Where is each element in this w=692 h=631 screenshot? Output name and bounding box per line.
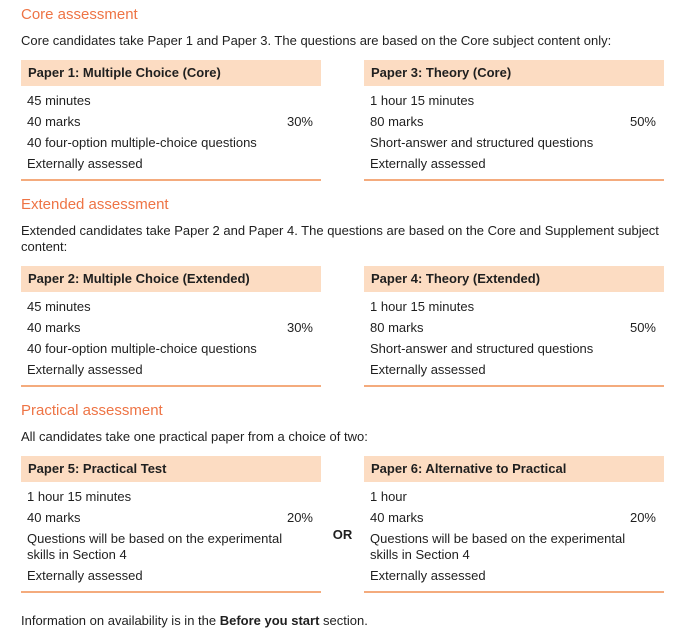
section-heading: Extended assessment	[21, 196, 169, 213]
detail-row: 40 four-option multiple-choice questions	[27, 135, 313, 151]
detail-text: 1 hour 15 minutes	[370, 299, 475, 314]
detail-text: Short-answer and structured questions	[370, 341, 594, 356]
detail-text: 40 four-option multiple-choice questions	[27, 135, 257, 150]
paper-title: Paper 3: Theory (Core)	[364, 60, 664, 86]
section-core: Core assessment Core candidates take Pap…	[21, 6, 664, 181]
paper-body: 45 minutes 40 marks 30% 40 four-option m…	[21, 292, 321, 378]
section-intro: Core candidates take Paper 1 and Paper 3…	[21, 33, 612, 48]
section-practical: Practical assessment All candidates take…	[21, 402, 664, 593]
paper-box-3: Paper 3: Theory (Core) 1 hour 15 minutes…	[364, 60, 664, 181]
detail-text: 1 hour 15 minutes	[27, 489, 132, 504]
detail-row: 45 minutes	[27, 93, 313, 109]
detail-row: 40 marks 20%	[27, 510, 313, 526]
detail-percent: 50%	[629, 320, 656, 335]
detail-row: 1 hour 15 minutes	[27, 489, 313, 505]
detail-row: 40 marks 30%	[27, 320, 313, 336]
papers-row: Paper 2: Multiple Choice (Extended) 45 m…	[21, 266, 664, 387]
paper-box-1: Paper 1: Multiple Choice (Core) 45 minut…	[21, 60, 321, 181]
detail-text: 80 marks	[370, 320, 424, 335]
detail-row: Questions will be based on the experimen…	[370, 531, 656, 563]
detail-text: 40 marks	[27, 114, 81, 129]
detail-row: Externally assessed	[370, 568, 656, 584]
paper-title: Paper 5: Practical Test	[21, 456, 321, 482]
detail-text: Externally assessed	[27, 568, 143, 583]
detail-text: Externally assessed	[27, 156, 143, 171]
detail-percent: 50%	[629, 114, 656, 129]
between-papers-gap	[321, 266, 364, 387]
section-extended: Extended assessment Extended candidates …	[21, 196, 664, 387]
detail-text: 45 minutes	[27, 93, 91, 108]
section-heading: Practical assessment	[21, 402, 163, 419]
section-heading: Core assessment	[21, 6, 138, 23]
footer-note-prefix: Information on availability is in the	[21, 613, 220, 628]
detail-row: Externally assessed	[27, 156, 313, 172]
detail-text: 40 marks	[27, 320, 81, 335]
detail-text: 45 minutes	[27, 299, 91, 314]
paper-box-2: Paper 2: Multiple Choice (Extended) 45 m…	[21, 266, 321, 387]
detail-row: Questions will be based on the experimen…	[27, 531, 313, 563]
paper-title: Paper 2: Multiple Choice (Extended)	[21, 266, 321, 292]
paper-body: 1 hour 15 minutes 80 marks 50% Short-ans…	[364, 86, 664, 172]
paper-title: Paper 4: Theory (Extended)	[364, 266, 664, 292]
detail-row: 1 hour 15 minutes	[370, 299, 656, 315]
detail-row: 1 hour	[370, 489, 656, 505]
between-papers-gap: OR	[321, 456, 364, 593]
detail-row: 45 minutes	[27, 299, 313, 315]
detail-row: Short-answer and structured questions	[370, 341, 656, 357]
detail-percent: 20%	[629, 510, 656, 525]
paper-title: Paper 1: Multiple Choice (Core)	[21, 60, 321, 86]
detail-row: Externally assessed	[27, 568, 313, 584]
paper-body: 1 hour 15 minutes 80 marks 50% Short-ans…	[364, 292, 664, 378]
detail-percent: 30%	[286, 320, 313, 335]
detail-row: Short-answer and structured questions	[370, 135, 656, 151]
paper-box-4: Paper 4: Theory (Extended) 1 hour 15 min…	[364, 266, 664, 387]
paper-box-6: Paper 6: Alternative to Practical 1 hour…	[364, 456, 664, 593]
detail-text: Externally assessed	[27, 362, 143, 377]
detail-text: Questions will be based on the experimen…	[370, 531, 626, 562]
section-intro: Extended candidates take Paper 2 and Pap…	[21, 223, 659, 254]
paper-body: 45 minutes 40 marks 30% 40 four-option m…	[21, 86, 321, 172]
detail-row: 40 marks 30%	[27, 114, 313, 130]
detail-text: Externally assessed	[370, 568, 486, 583]
detail-row: Externally assessed	[370, 362, 656, 378]
detail-text: 40 marks	[27, 510, 81, 525]
footer-note-bold: Before you start	[219, 613, 320, 628]
detail-row: 80 marks 50%	[370, 320, 656, 336]
footer-note: Information on availability is in the Be…	[21, 613, 664, 629]
paper-title: Paper 6: Alternative to Practical	[364, 456, 664, 482]
detail-percent: 30%	[286, 114, 313, 129]
section-intro: All candidates take one practical paper …	[21, 429, 368, 444]
detail-row: 40 marks 20%	[370, 510, 656, 526]
detail-text: 40 four-option multiple-choice questions	[27, 341, 257, 356]
detail-text: Externally assessed	[370, 362, 486, 377]
detail-row: 80 marks 50%	[370, 114, 656, 130]
detail-row: 40 four-option multiple-choice questions	[27, 341, 313, 357]
detail-row: Externally assessed	[27, 362, 313, 378]
detail-row: Externally assessed	[370, 156, 656, 172]
or-label: OR	[332, 527, 353, 542]
detail-text: Questions will be based on the experimen…	[27, 531, 283, 562]
detail-row: 1 hour 15 minutes	[370, 93, 656, 109]
paper-box-5: Paper 5: Practical Test 1 hour 15 minute…	[21, 456, 321, 593]
detail-percent: 20%	[286, 510, 313, 525]
detail-text: 40 marks	[370, 510, 424, 525]
papers-row: Paper 5: Practical Test 1 hour 15 minute…	[21, 456, 664, 593]
detail-text: Externally assessed	[370, 156, 486, 171]
detail-text: 1 hour	[370, 489, 407, 504]
papers-row: Paper 1: Multiple Choice (Core) 45 minut…	[21, 60, 664, 181]
footer-note-suffix: section.	[319, 613, 368, 628]
detail-text: 1 hour 15 minutes	[370, 93, 475, 108]
detail-text: 80 marks	[370, 114, 424, 129]
between-papers-gap	[321, 60, 364, 181]
paper-body: 1 hour 15 minutes 40 marks 20% Questions…	[21, 482, 321, 584]
paper-body: 1 hour 40 marks 20% Questions will be ba…	[364, 482, 664, 584]
detail-text: Short-answer and structured questions	[370, 135, 594, 150]
